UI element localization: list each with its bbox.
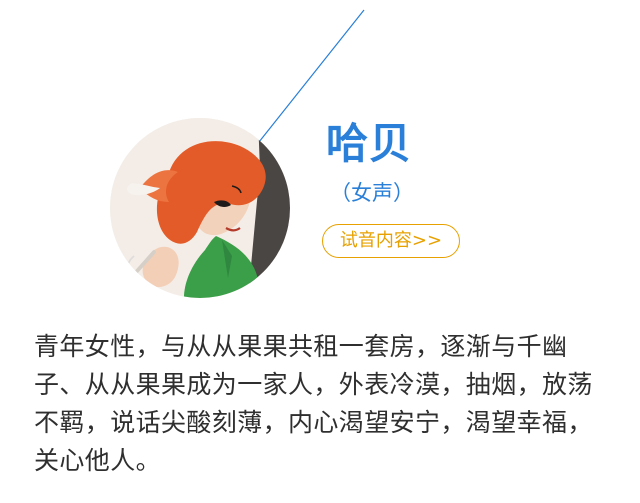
voice-type-label: （女声） — [330, 181, 414, 205]
character-name: 哈贝 — [326, 119, 413, 168]
character-portrait-icon — [110, 118, 290, 298]
character-description: 青年女性，与从从果果共租一套房，逐渐与千幽子、从从果果成为一家人，外表冷漠，抽烟… — [34, 332, 593, 475]
try-audio-button[interactable]: 试音内容>> — [322, 224, 460, 258]
character-avatar — [110, 118, 290, 298]
